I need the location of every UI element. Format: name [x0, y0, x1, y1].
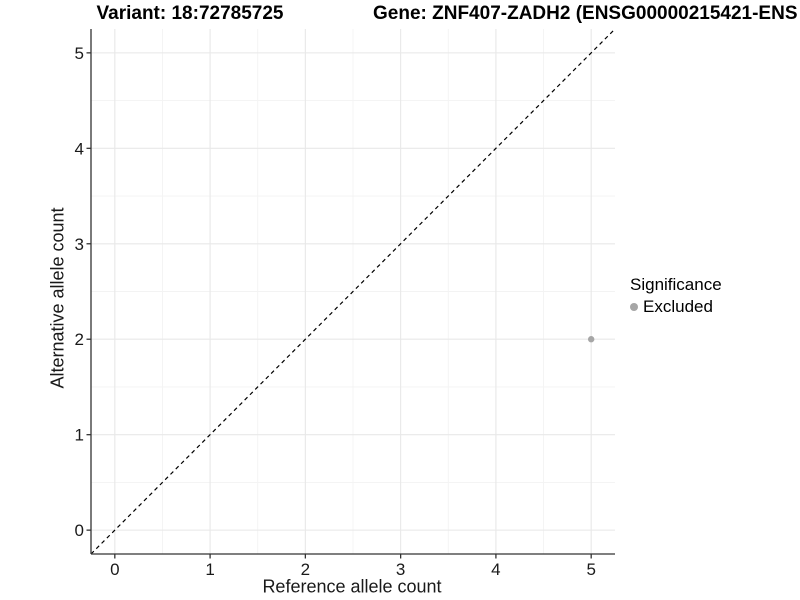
- x-axis-label: Reference allele count: [262, 576, 442, 597]
- axes: [90, 29, 615, 555]
- y-tick-label: 4: [75, 139, 84, 158]
- y-tick-label: 3: [75, 235, 84, 254]
- y-tick-label: 5: [75, 44, 84, 63]
- legend-item-excluded: Excluded: [630, 297, 722, 316]
- grid-major: [91, 29, 615, 554]
- x-tick-label: 3: [396, 560, 405, 579]
- x-tick-label: 2: [301, 560, 310, 579]
- legend-item-label: Excluded: [643, 297, 713, 316]
- variant-title: Variant: 18:72785725: [96, 3, 284, 24]
- grid-minor: [91, 29, 615, 554]
- legend-title: Significance: [630, 275, 722, 294]
- y-tick-labels: 0 1 2 3 4 5: [75, 44, 84, 540]
- y-axis-label: Alternative allele count: [47, 207, 68, 389]
- data-points: [587, 336, 595, 343]
- y-tick-label: 2: [75, 330, 84, 349]
- legend-point-icon: [630, 302, 638, 311]
- legend: Significance Excluded: [630, 275, 722, 316]
- x-tick-label: 4: [491, 560, 500, 579]
- x-tick-label: 1: [205, 560, 214, 579]
- x-tick-labels: 0 1 2 3 4 5: [110, 560, 596, 579]
- identity-line: [90, 28, 616, 555]
- data-point: [587, 336, 595, 343]
- gene-title: Gene: ZNF407-ZADH2 (ENSG00000215421-ENS: [373, 3, 798, 24]
- x-tick-label: 5: [586, 560, 595, 579]
- y-tick-label: 1: [75, 426, 84, 445]
- x-tick-label: 0: [110, 560, 119, 579]
- y-tick-label: 0: [75, 521, 84, 540]
- tick-marks: [86, 52, 592, 559]
